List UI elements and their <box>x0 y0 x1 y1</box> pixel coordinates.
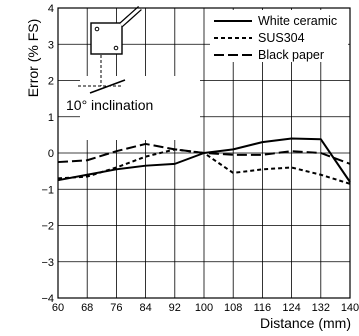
y-tick-label: 4 <box>48 3 54 15</box>
x-tick-label: 60 <box>52 302 64 314</box>
sensor-cable-icon <box>119 6 142 27</box>
sensor-body-icon <box>90 22 123 55</box>
legend-label: SUS304 <box>258 31 305 45</box>
x-tick-label: 92 <box>169 302 181 314</box>
x-axis-title: Distance (mm) <box>260 315 351 331</box>
x-tick-label: 116 <box>254 302 272 314</box>
y-tick-label: 2 <box>48 76 54 88</box>
sensor-screw-icon <box>113 45 119 51</box>
legend-label: White ceramic <box>258 14 337 28</box>
series-line-3 <box>57 142 351 165</box>
x-tick-label: 84 <box>139 302 151 314</box>
legend-label: Black paper <box>258 48 324 62</box>
x-tick-label: 124 <box>282 302 300 314</box>
sensor-inclination-icon <box>78 5 200 140</box>
x-tick-label: 132 <box>312 302 330 314</box>
y-tick-label: 1 <box>48 112 54 124</box>
x-tick-label: 76 <box>110 302 122 314</box>
x-tick-label: 100 <box>195 302 213 314</box>
inclined-target-icon <box>89 79 126 94</box>
data-series <box>57 137 351 185</box>
tick-labels: 60 68 76 84 92 100 108 116 124 132 140 −4 −3 −2 −1 0 1 2 3… <box>41 3 359 314</box>
x-tick-label: 108 <box>224 302 242 314</box>
inclination-annotation: 10° inclination <box>66 97 153 113</box>
sensor-screw-icon <box>94 26 100 32</box>
y-tick-label: −4 <box>41 293 54 305</box>
y-axis-title: Error (% FS) <box>25 19 41 98</box>
x-tick-label: 68 <box>81 302 93 314</box>
y-tick-label: −1 <box>41 184 54 196</box>
plot-frame <box>57 7 351 299</box>
x-tick-label: 140 <box>341 302 359 314</box>
y-tick-label: −3 <box>41 257 54 269</box>
legend: White ceramic SUS304 Black paper <box>210 10 348 62</box>
y-tick-label: −2 <box>41 221 54 233</box>
y-tick-label: 0 <box>48 148 54 160</box>
y-tick-label: 3 <box>48 39 54 51</box>
